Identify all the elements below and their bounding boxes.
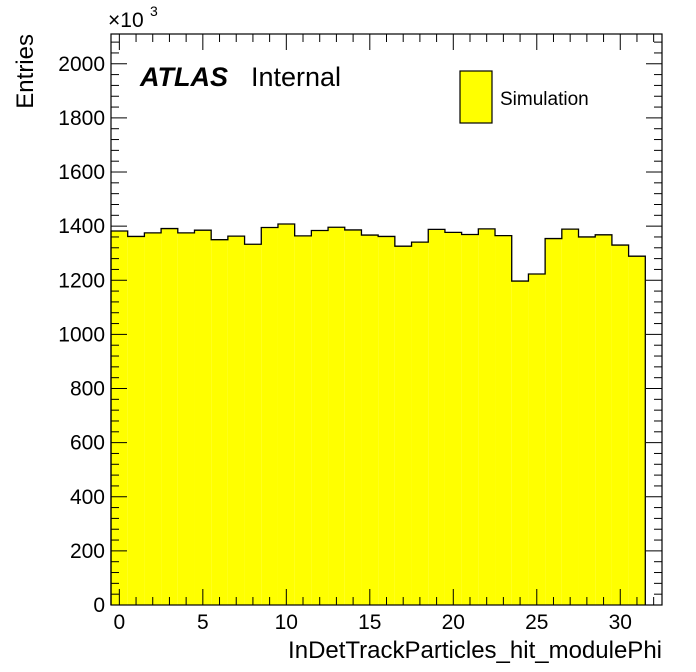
histogram-bin	[561, 229, 579, 606]
histogram-bin	[428, 229, 445, 605]
histogram-bin	[161, 228, 178, 605]
y-multiplier-exponent: 3	[150, 3, 158, 19]
y-tick-label: 600	[70, 432, 105, 455]
x-tick-label: 10	[275, 611, 298, 634]
histogram-bin	[478, 228, 496, 605]
histogram-bin	[294, 235, 312, 605]
histogram-bin	[361, 235, 379, 605]
legend-label: Simulation	[500, 89, 589, 110]
histogram-bin	[444, 232, 462, 605]
histogram-bin	[311, 230, 329, 606]
y-tick-label: 1200	[58, 269, 105, 292]
histogram-bin	[611, 245, 629, 605]
y-tick-label: 0	[93, 594, 105, 617]
histogram-bin	[177, 232, 195, 606]
histogram-bin	[578, 236, 596, 605]
histogram-bin	[111, 231, 128, 605]
y-tick-label: 1600	[58, 161, 105, 184]
y-tick-label: 400	[70, 486, 105, 509]
histogram-bin	[227, 236, 245, 605]
histogram-bin	[277, 223, 295, 605]
histogram-bin	[328, 227, 345, 605]
x-tick-label: 25	[525, 611, 548, 634]
y-tick-label: 800	[70, 378, 105, 401]
y-tick-label: 1000	[58, 323, 105, 346]
histogram-bars	[111, 223, 646, 606]
histogram-bin	[411, 242, 429, 605]
histogram-bin	[144, 232, 162, 606]
histogram-outline	[110, 223, 646, 605]
atlas-label: ATLAS	[139, 62, 228, 92]
x-tick-label: 30	[609, 611, 632, 634]
histogram-bin	[511, 281, 529, 605]
atlas-sublabel: Internal	[251, 62, 341, 92]
x-axis-title: InDetTrackParticles_hit_modulePhi	[288, 637, 662, 664]
histogram-bin	[595, 234, 612, 605]
histogram-bin	[194, 230, 212, 605]
histogram-bin	[394, 246, 412, 606]
x-tick-label: 5	[197, 611, 209, 634]
y-tick-label: 2000	[58, 53, 105, 76]
histogram-bin	[211, 239, 228, 605]
y-axis-title: Entries	[12, 34, 39, 109]
histogram-bin	[528, 274, 546, 605]
histogram-bin	[461, 234, 479, 605]
histogram-bin	[545, 238, 562, 605]
axis-ticks: 0 5 10 15 20 25 30 0 200 400 600 800 1000 1200 1400 160…	[58, 34, 662, 634]
histogram-bin	[378, 236, 395, 606]
histogram-bin	[261, 227, 278, 605]
legend-swatch	[459, 70, 493, 124]
y-tick-label: 200	[70, 540, 105, 563]
histogram-bin	[628, 256, 646, 605]
x-tick-label: 0	[114, 611, 126, 634]
x-tick-label: 15	[358, 611, 381, 634]
y-tick-label: 1400	[58, 215, 105, 238]
x-tick-label: 20	[442, 611, 465, 634]
y-multiplier-base: ×10	[108, 9, 144, 32]
histogram-bin	[495, 235, 512, 605]
histogram-bin	[244, 244, 262, 605]
histogram-bin	[127, 236, 145, 606]
y-tick-label: 1800	[58, 107, 105, 130]
histogram-bin	[344, 229, 362, 605]
